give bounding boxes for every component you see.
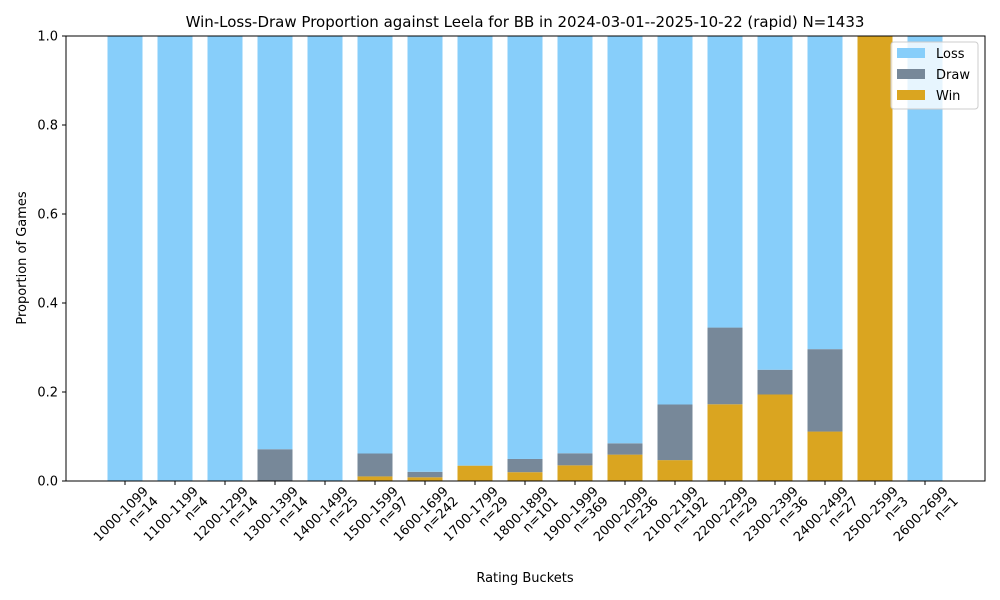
y-tick-label: 0.0 xyxy=(37,475,58,490)
bar-loss-2200-2299 xyxy=(707,36,743,328)
bar-loss-1000-1099 xyxy=(107,36,143,481)
bar-loss-2400-2499 xyxy=(807,36,843,350)
bar-win-1700-1799 xyxy=(457,465,493,481)
bar-win-2300-2399 xyxy=(757,394,793,481)
bar-draw-1600-1699 xyxy=(407,471,443,478)
bar-loss-2100-2199 xyxy=(657,36,693,405)
y-tick-label: 0.6 xyxy=(37,208,58,223)
legend-swatch-loss xyxy=(897,48,925,58)
bar-draw-1800-1899 xyxy=(507,458,543,473)
x-axis-label: Rating Buckets xyxy=(476,571,574,586)
bar-loss-2300-2399 xyxy=(757,36,793,370)
chart-title: Win-Loss-Draw Proportion against Leela f… xyxy=(186,13,865,31)
bar-loss-2000-2099 xyxy=(607,36,643,444)
bar-draw-1300-1399 xyxy=(257,449,293,481)
y-tick-label: 0.2 xyxy=(37,386,58,401)
bar-loss-1900-1999 xyxy=(557,36,593,454)
legend: Loss Draw Win xyxy=(890,41,979,110)
y-tick-label: 0.8 xyxy=(37,119,58,134)
bar-loss-1400-1499 xyxy=(307,36,343,481)
legend-swatch-draw xyxy=(897,69,925,79)
bar-draw-2300-2399 xyxy=(757,369,793,395)
bar-win-1800-1899 xyxy=(507,472,543,481)
bar-loss-1200-1299 xyxy=(207,36,243,481)
bar-loss-1800-1899 xyxy=(507,36,543,459)
bar-draw-2200-2299 xyxy=(707,327,743,405)
bar-loss-1600-1699 xyxy=(407,36,443,472)
bar-draw-2100-2199 xyxy=(657,404,693,461)
bar-win-1600-1699 xyxy=(407,477,443,481)
bar-loss-2600-2699 xyxy=(907,36,943,481)
bar-win-2200-2299 xyxy=(707,404,743,481)
y-tick-label: 0.4 xyxy=(37,297,58,312)
bar-draw-2000-2099 xyxy=(607,443,643,455)
legend-label-draw: Draw xyxy=(936,68,970,83)
bar-win-2000-2099 xyxy=(607,454,643,481)
y-axis-label: Proportion of Games xyxy=(15,191,30,325)
bar-draw-2400-2499 xyxy=(807,349,843,432)
bar-loss-1300-1399 xyxy=(257,36,293,450)
bar-win-2500-2599 xyxy=(857,36,893,481)
bar-loss-1100-1199 xyxy=(157,36,193,481)
bar-win-1500-1599 xyxy=(357,476,393,481)
bar-win-2400-2499 xyxy=(807,431,843,481)
legend-label-win: Win xyxy=(936,89,960,104)
legend-label-loss: Loss xyxy=(936,47,965,62)
bar-win-2100-2199 xyxy=(657,460,693,481)
bar-win-1900-1999 xyxy=(557,465,593,481)
bar-loss-1700-1799 xyxy=(457,36,493,466)
legend-swatch-win xyxy=(897,90,925,100)
bar-loss-1500-1599 xyxy=(357,36,393,454)
bar-draw-1900-1999 xyxy=(557,453,593,466)
bar-draw-1500-1599 xyxy=(357,453,393,477)
y-tick-label: 1.0 xyxy=(37,30,58,45)
